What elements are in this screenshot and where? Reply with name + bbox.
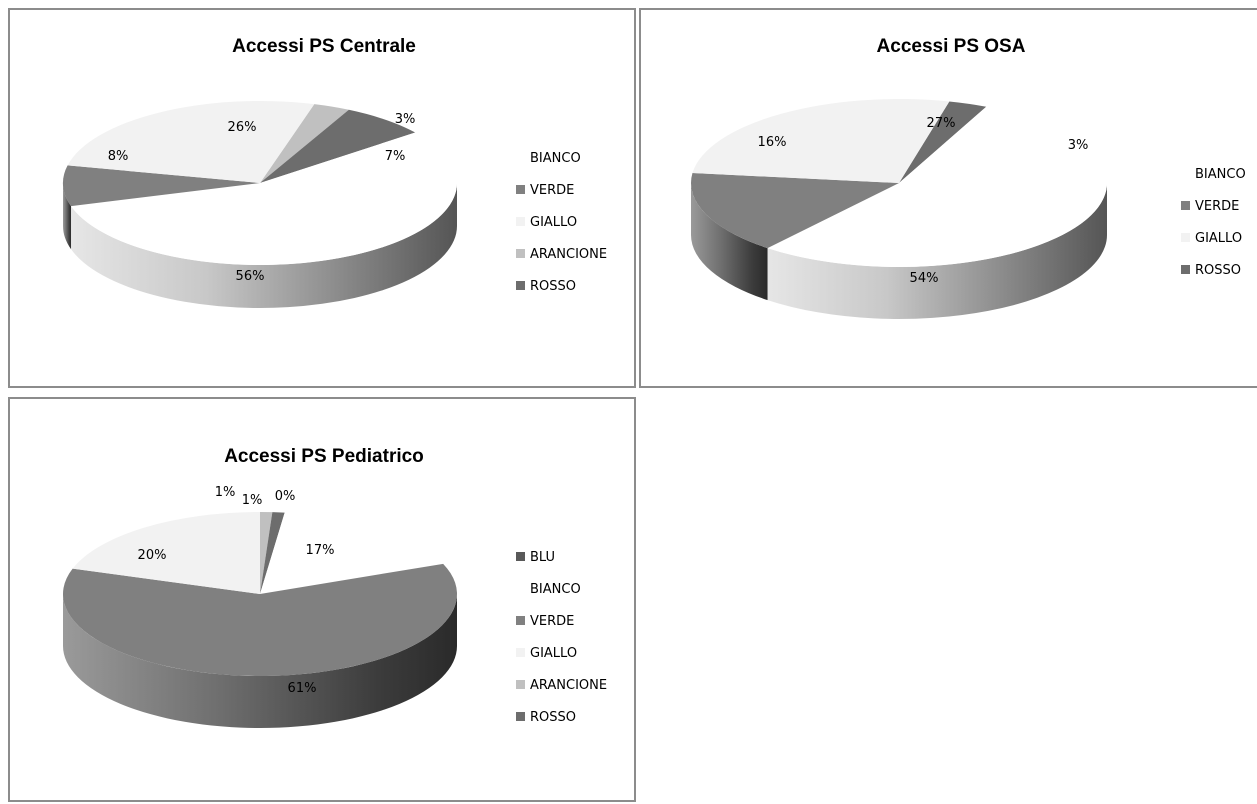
legend-label-arancione: ARANCIONE	[530, 678, 607, 693]
pie-slice-remainder	[71, 132, 458, 265]
legend-label-verde: VERDE	[530, 614, 574, 629]
legend-swatch-rosso	[516, 281, 525, 290]
pie-slice-arancione	[260, 104, 349, 183]
legend-swatch-giallo	[1181, 233, 1190, 242]
legend-swatch-bianco	[516, 153, 525, 162]
pie-slice-rosso	[260, 512, 285, 594]
chart-panel-centrale: Accessi PS Centrale 3% 7% 56% 8% 26% BIANCO VER…	[8, 8, 636, 388]
legend-label-rosso: ROSSO	[530, 710, 576, 725]
data-label-rosso: 7%	[385, 149, 406, 164]
pie-slice-rosso	[260, 109, 416, 183]
legend-label-bianco: BIANCO	[530, 582, 581, 597]
pie-side-verde	[691, 183, 768, 301]
legend-label-verde: VERDE	[1195, 199, 1239, 214]
legend-swatch-bianco	[1181, 169, 1190, 178]
data-label-rosso: 1%	[242, 493, 263, 508]
data-label-verde: 8%	[108, 149, 129, 164]
legend-label-rosso: ROSSO	[1195, 263, 1241, 278]
pie-side-verde	[63, 594, 457, 728]
data-label-arancione: 3%	[395, 112, 416, 127]
legend-swatch-giallo	[516, 217, 525, 226]
legend-swatch-verde	[516, 616, 525, 625]
pie-side-remainder	[71, 183, 458, 308]
data-label-rosso: 3%	[1068, 138, 1089, 153]
pie-chart-centrale: Accessi PS Centrale 3% 7% 56% 8% 26% BIANCO VER…	[62, 36, 607, 308]
legend-label-arancione: ARANCIONE	[530, 247, 607, 262]
pie-side-remainder	[767, 183, 1107, 319]
pie-side-verde	[63, 183, 72, 250]
chart-title: Accessi PS Pediatrico	[224, 446, 424, 467]
legend-label-bianco: BIANCO	[530, 151, 581, 166]
pie-slice-giallo	[692, 99, 950, 183]
legend-label-verde: VERDE	[530, 183, 574, 198]
legend-swatch-verde	[1181, 201, 1190, 210]
legend-label-giallo: GIALLO	[530, 646, 577, 661]
pie-slice-giallo	[72, 512, 260, 594]
pie-slice-verde	[691, 173, 899, 249]
legend-swatch-giallo	[516, 648, 525, 657]
pie-side	[691, 183, 1107, 319]
data-label-remainder: 56%	[236, 269, 265, 284]
legend-label-giallo: GIALLO	[530, 215, 577, 230]
legend: BIANCO VERDE GIALLO ARANCIONE ROSSO	[516, 151, 607, 294]
legend-swatch-rosso	[1181, 265, 1190, 274]
pie-side	[63, 594, 457, 728]
chart-title: Accessi PS Centrale	[232, 36, 416, 57]
data-label-verde: 16%	[758, 135, 787, 150]
pie-chart-osa: Accessi PS OSA 3% 54% 16% 27% BIANCO VERDE GIAL…	[691, 36, 1246, 319]
pie-slice-giallo	[67, 100, 315, 183]
legend-swatch-verde	[516, 185, 525, 194]
chart-panel-osa: Accessi PS OSA 3% 54% 16% 27% BIANCO VERDE GIAL…	[639, 8, 1257, 388]
chart-panel-pediatrico: Accessi PS Pediatrico 1% 1% 0% 17% 61% 20% BLU B…	[8, 397, 636, 802]
legend-swatch-arancione	[516, 249, 525, 258]
legend-swatch-arancione	[516, 680, 525, 689]
pie-slice-arancione	[260, 512, 273, 594]
legend-label-giallo: GIALLO	[1195, 231, 1242, 246]
pie-side	[63, 183, 458, 308]
pie-slice-remainder	[767, 106, 1107, 267]
data-label-remainder: 54%	[910, 271, 939, 286]
legend: BLU BIANCO VERDE GIALLO ARANCIONE ROSSO	[516, 550, 607, 725]
data-label-giallo: 27%	[927, 116, 956, 131]
legend: BIANCO VERDE GIALLO ROSSO	[1181, 167, 1246, 278]
pie-slice-verde	[62, 563, 457, 676]
pie-slice-rosso	[899, 101, 987, 183]
data-label-verde: 61%	[288, 681, 317, 696]
legend-swatch-bianco	[516, 584, 525, 593]
data-label-giallo: 20%	[138, 548, 167, 563]
pie-slice-bianco	[260, 512, 444, 594]
legend-label-rosso: ROSSO	[530, 279, 576, 294]
legend-swatch-rosso	[516, 712, 525, 721]
legend-swatch-blu	[516, 552, 525, 561]
data-label-bianco: 17%	[306, 543, 335, 558]
data-label-giallo: 26%	[228, 120, 257, 135]
legend-label-blu: BLU	[530, 550, 555, 565]
legend-label-bianco: BIANCO	[1195, 167, 1246, 182]
data-label-arancione: 1%	[215, 485, 236, 500]
data-label-blu: 0%	[275, 489, 296, 504]
pie-slice-verde	[62, 165, 260, 207]
chart-title: Accessi PS OSA	[877, 36, 1026, 57]
